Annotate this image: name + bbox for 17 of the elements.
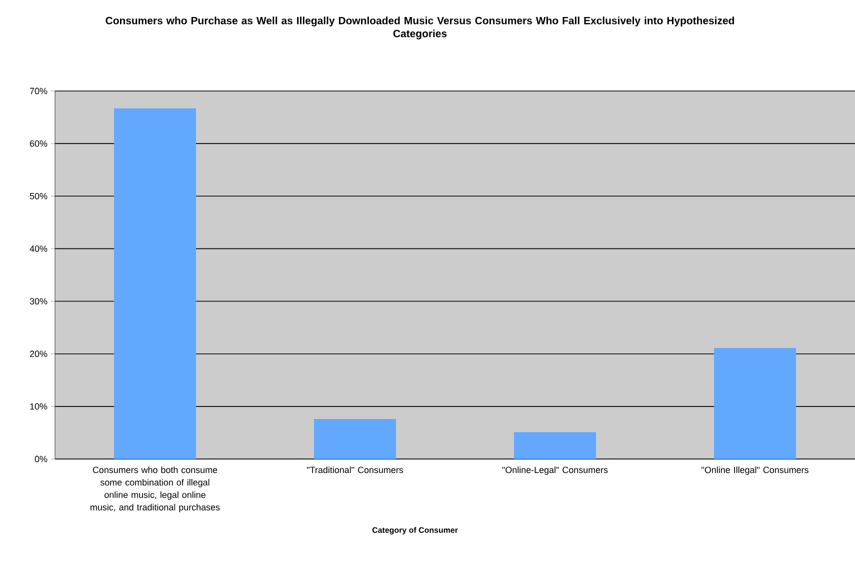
chart-title: Consumers who Purchase as Well as Illegally Downloaded Music Versus Consumers Who Fall Exclusively into Hypothesized Categories xyxy=(106,16,734,40)
x-tick-label: "Online-Legal" Consumers xyxy=(502,466,608,475)
y-tick-label: 10% xyxy=(30,403,48,410)
y-tick-label: 0% xyxy=(34,456,48,462)
bar xyxy=(314,419,396,459)
y-tick-label: 60% xyxy=(30,140,48,147)
x-tick-label: "Online Illegal" Consumers xyxy=(702,466,808,475)
bar xyxy=(514,432,596,459)
y-tick-label: 30% xyxy=(30,298,48,304)
bar xyxy=(114,108,196,459)
y-tick-label: 20% xyxy=(30,350,48,358)
x-tick-label: "Traditional" Consumers xyxy=(307,466,404,474)
y-tick-label: 70% xyxy=(30,88,48,94)
y-tick-label: 50% xyxy=(30,192,48,200)
x-tick-label: Consumers who both consume some combination of illegal online music, legal online music, and traditional purchases xyxy=(90,466,220,512)
bar xyxy=(714,348,796,459)
y-tick-label: 40% xyxy=(30,246,48,252)
